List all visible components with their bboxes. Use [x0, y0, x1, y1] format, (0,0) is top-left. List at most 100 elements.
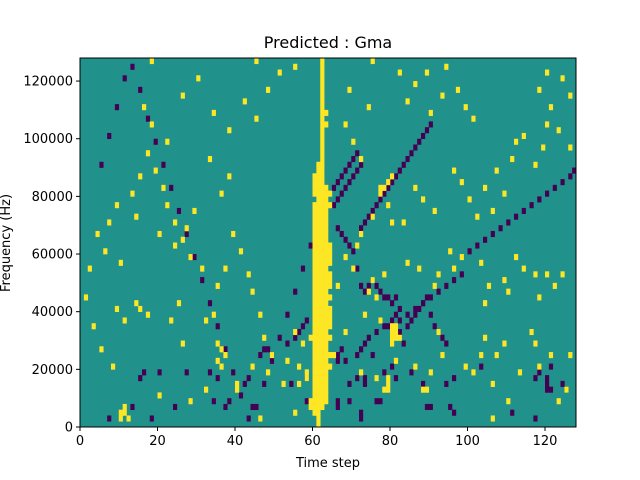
heatmap-cell-high — [134, 213, 139, 220]
heatmap-cell-high — [328, 259, 333, 266]
heatmap-cell-high — [560, 271, 565, 278]
heatmap-cell-low — [479, 363, 484, 370]
heatmap-cell-high — [490, 207, 495, 214]
heatmap-cell-high — [266, 86, 271, 93]
heatmap-cell-high — [180, 340, 185, 347]
heatmap-cell-high — [235, 380, 240, 387]
heatmap-cell-low — [335, 357, 340, 364]
heatmap-cell-low — [424, 294, 430, 301]
x-tick-label: 0 — [76, 434, 84, 449]
heatmap-cell-high — [316, 421, 321, 428]
heatmap-cell-high — [316, 398, 321, 405]
heatmap-cell-high — [351, 138, 356, 145]
heatmap-cell-high — [324, 202, 329, 209]
heatmap-cell-high — [312, 236, 317, 243]
heatmap-cell-low — [335, 403, 340, 411]
heatmap-cell-high — [316, 346, 321, 353]
heatmap-cell-high — [316, 317, 321, 324]
heatmap-cell-low — [331, 202, 337, 209]
heatmap-cell-high — [320, 380, 325, 387]
heatmap-cell-high — [316, 352, 321, 359]
heatmap-cell-low — [370, 352, 375, 359]
heatmap-cell-high — [463, 363, 468, 370]
heatmap-cell-high — [316, 196, 321, 203]
heatmap-cell-high — [149, 58, 154, 65]
heatmap-cell-high — [312, 334, 317, 341]
heatmap-cell-high — [390, 334, 395, 341]
heatmap-cell-low — [452, 409, 457, 416]
heatmap-cell-low — [184, 230, 189, 238]
heatmap-cell-high — [370, 213, 375, 220]
heatmap-cell-high — [320, 346, 325, 353]
heatmap-cell-high — [312, 219, 317, 226]
heatmap-cell-low — [374, 328, 379, 336]
heatmap-cell-low — [347, 398, 352, 405]
heatmap-cell-high — [324, 230, 329, 238]
heatmap-cell-low — [529, 202, 534, 209]
heatmap-cell-high — [312, 369, 317, 376]
heatmap-cell-high — [316, 173, 321, 180]
heatmap-cell-high — [428, 369, 433, 376]
heatmap-cell-high — [331, 352, 337, 359]
heatmap-cell-low — [537, 369, 542, 376]
heatmap-cell-high — [320, 58, 325, 65]
heatmap-cell-high — [223, 352, 228, 359]
heatmap-cell-high — [312, 213, 317, 220]
heatmap-cell-low — [413, 144, 418, 151]
heatmap-cell-high — [281, 380, 286, 387]
heatmap-cell-high — [188, 254, 193, 261]
heatmap-cell-high — [324, 380, 329, 387]
heatmap-cell-high — [316, 282, 321, 289]
heatmap-cell-high — [316, 236, 321, 243]
heatmap-cell-high — [250, 288, 255, 295]
heatmap-cell-high — [452, 265, 457, 272]
heatmap-cell-high — [215, 340, 220, 347]
heatmap-cell-high — [490, 380, 495, 387]
heatmap-cell-low — [339, 173, 344, 180]
heatmap-cell-low — [452, 277, 457, 284]
heatmap-cell-low — [428, 121, 433, 128]
heatmap-cell-low — [393, 375, 399, 382]
heatmap-cell-high — [184, 225, 189, 232]
heatmap-cell-low — [339, 190, 344, 197]
heatmap-cell-low — [359, 415, 364, 422]
heatmap-cell-high — [320, 248, 325, 255]
heatmap-cell-low — [467, 248, 472, 255]
heatmap-cell-low — [138, 375, 143, 382]
heatmap-cell-low — [552, 184, 557, 191]
heatmap-cell-high — [537, 363, 542, 370]
heatmap-cell-low — [359, 282, 364, 289]
heatmap-cell-high — [432, 282, 437, 289]
heatmap-cell-low — [355, 167, 360, 174]
heatmap-cell-low — [537, 196, 542, 203]
heatmap-cell-high — [401, 219, 406, 226]
heatmap-cell-low — [250, 403, 255, 411]
heatmap-cell-high — [316, 271, 321, 278]
heatmap-cell-low — [483, 236, 488, 243]
heatmap-cell-high — [312, 277, 317, 284]
heatmap-cell-high — [316, 259, 321, 266]
heatmap-cell-high — [180, 92, 185, 99]
heatmap-cell-high — [114, 202, 120, 209]
heatmap-cell-high — [312, 409, 317, 416]
heatmap-cell-low — [335, 225, 340, 232]
heatmap-cell-low — [378, 288, 383, 295]
heatmap-cell-low — [351, 248, 356, 255]
heatmap-cell-high — [320, 259, 325, 266]
heatmap-cell-high — [324, 242, 329, 249]
heatmap-cell-high — [316, 409, 321, 416]
heatmap-cell-low — [246, 375, 251, 382]
heatmap-cell-high — [169, 317, 174, 324]
heatmap-cell-high — [370, 58, 375, 65]
heatmap-cell-high — [316, 230, 321, 238]
heatmap-cell-high — [312, 282, 317, 289]
heatmap-cell-low — [355, 352, 360, 359]
heatmap-cell-low — [130, 63, 135, 70]
heatmap-cell-high — [312, 190, 317, 197]
heatmap-cell-high — [238, 248, 244, 255]
heatmap-cell-high — [161, 184, 166, 191]
heatmap-cell-high — [308, 403, 313, 411]
heatmap-cell-low — [359, 225, 364, 232]
heatmap-cell-low — [386, 294, 391, 301]
heatmap-cell-low — [393, 294, 399, 301]
